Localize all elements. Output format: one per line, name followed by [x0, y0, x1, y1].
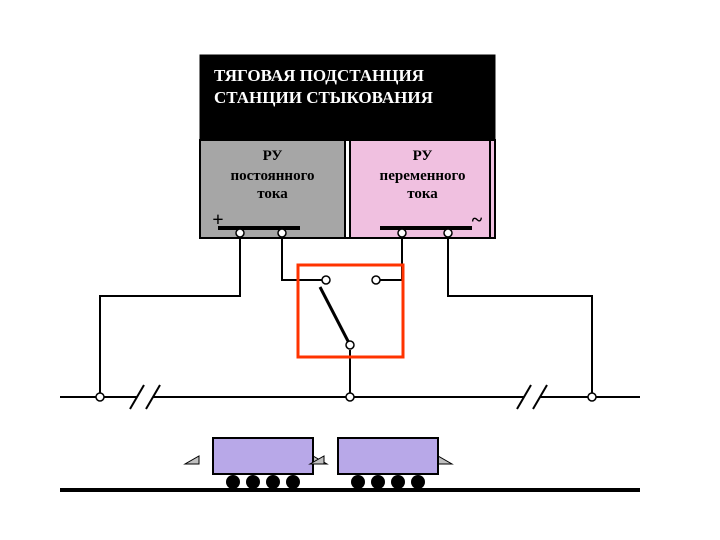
- wheel: [351, 475, 365, 489]
- wire-dc-left: [100, 232, 240, 396]
- train-car: [310, 438, 452, 489]
- wheel: [246, 475, 260, 489]
- ac_box-label2: переменного: [380, 168, 466, 184]
- title-line-2: СТАНЦИИ СТЫКОВАНИЯ: [214, 88, 433, 107]
- coupler: [185, 456, 199, 464]
- wire-ac-right: [448, 232, 592, 396]
- ac_box-symbol: ~: [472, 209, 483, 231]
- train-car: [185, 438, 327, 489]
- dc_box-label3: тока: [257, 186, 288, 202]
- wheel: [286, 475, 300, 489]
- wire-dc-switch: [282, 232, 326, 280]
- dc_box-label1: РУ: [263, 148, 283, 164]
- wheel: [266, 475, 280, 489]
- ac_box-label1: РУ: [413, 148, 433, 164]
- wheel: [226, 475, 240, 489]
- title-line-1: ТЯГОВАЯ ПОДСТАНЦИЯ: [214, 66, 424, 85]
- dc_box-label2: постоянного: [230, 168, 314, 184]
- wheel: [371, 475, 385, 489]
- wheel: [391, 475, 405, 489]
- wheel: [411, 475, 425, 489]
- coupler: [438, 456, 452, 464]
- switch-blade: [320, 287, 350, 345]
- ac_box-label3: тока: [407, 186, 438, 202]
- wire-ac-switch: [376, 232, 402, 280]
